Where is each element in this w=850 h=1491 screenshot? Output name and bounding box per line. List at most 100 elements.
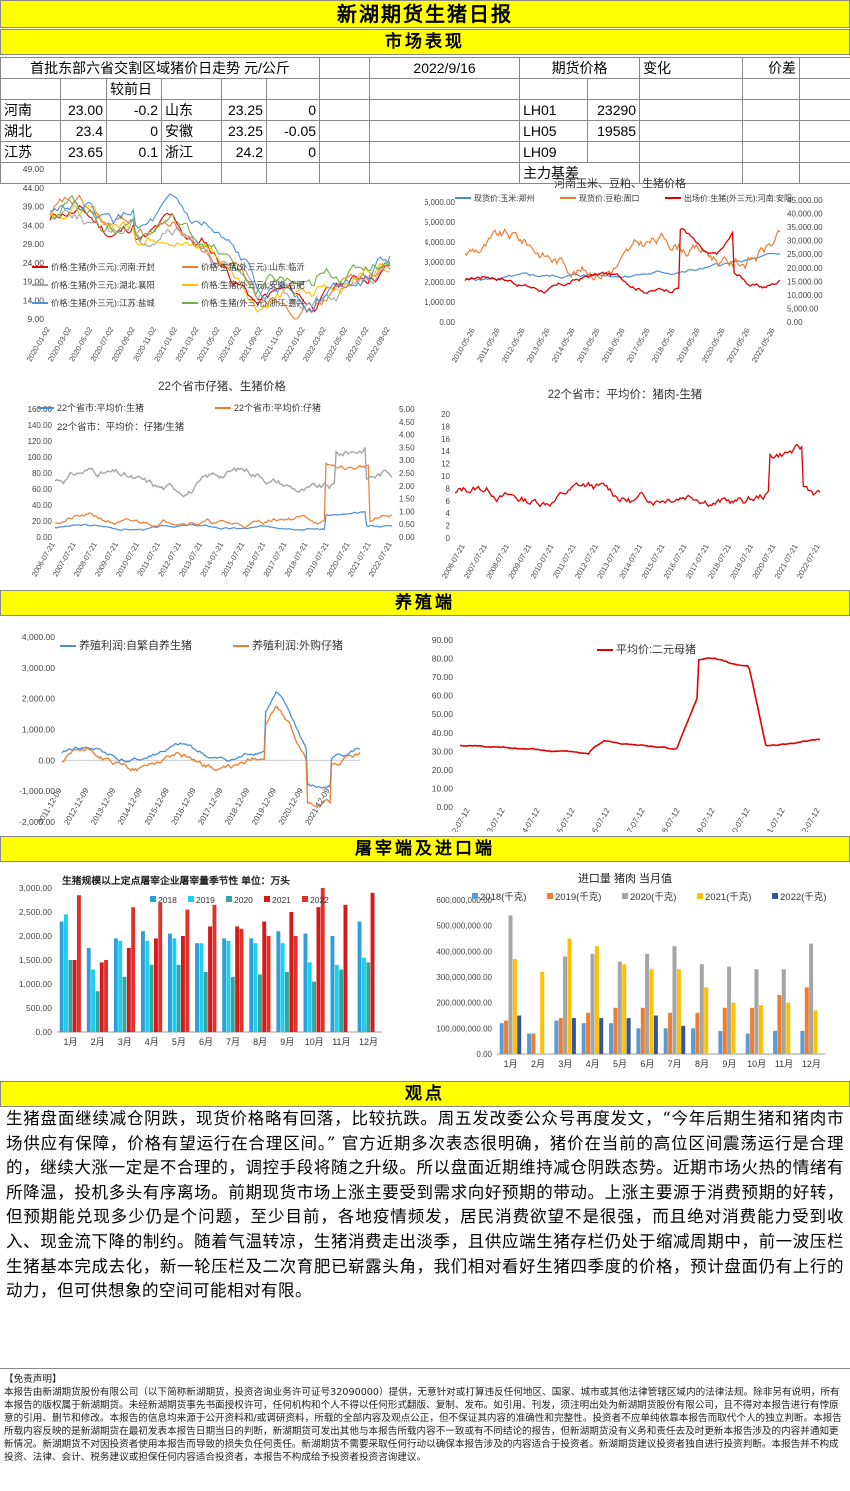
- bar-2018(千克)-10月: [745, 1033, 750, 1054]
- y-tick-label: 100,000,000.00: [436, 1024, 492, 1033]
- y-tick-label: 0.00: [35, 1027, 52, 1037]
- chart-sow-price: 90.00 80.00 70.00 60.00 50.00 40.00 30.00 20.00…: [425, 620, 850, 846]
- bar-2018-9月: [276, 931, 281, 1032]
- bar-2022(千克)-5月: [626, 1018, 631, 1054]
- bar-2019-12月: [362, 957, 366, 1032]
- y-tick-label-left: 5,000.00: [425, 218, 456, 227]
- y-tick-label-left: 100.00: [28, 453, 53, 462]
- bar-2022-4月: [158, 902, 163, 1032]
- bar-2022-1月: [77, 895, 81, 1032]
- chart-title: 河南玉米、豆粕、生猪价格: [554, 176, 686, 190]
- bar-2019(千克)-4月: [586, 1012, 591, 1054]
- disclaimer-title: 【免责声明】: [4, 1374, 62, 1385]
- series-line-5: [49, 194, 391, 298]
- x-tick-label: 9月: [722, 1059, 736, 1069]
- table-row: 湖北 23.4 0 安徽 23.25 -0.05 LH05 19585: [0, 120, 850, 142]
- bar-2018(千克)-1月: [499, 1023, 504, 1054]
- y-tick-label-left: 60.00: [32, 485, 53, 494]
- bar-2021-6月: [208, 926, 212, 1032]
- legend-entry: 价格:生猪(外三元):浙江:嘉兴: [201, 298, 305, 308]
- bar-2019(千克)-2月: [531, 1033, 536, 1054]
- y-tick-label: 19.00: [23, 277, 45, 287]
- disclaimer-body: 本报告由新湖期货股份有限公司（以下简称新湖期货，投资咨询业务许可证号320900…: [4, 1387, 842, 1463]
- y-tick-label-right: 40,000.00: [787, 210, 823, 219]
- legend-entry: 22个省市:平均价:生猪: [57, 402, 144, 413]
- x-tick-label: 12月: [802, 1059, 821, 1069]
- bar-2020(千克)-7月: [672, 946, 677, 1054]
- y-tick-label: 20.00: [432, 765, 454, 775]
- y-tick-label-right: 30,000.00: [787, 237, 823, 246]
- x-tick-label: 10月: [305, 1037, 324, 1047]
- y-tick-label: 14: [441, 447, 450, 456]
- bar-2020(千克)-8月: [699, 964, 704, 1054]
- x-tick-label: 2022-05-26: [750, 327, 777, 365]
- y-tick-label-right: 25,000.00: [787, 250, 823, 259]
- x-tick-label: 2016-07-12: [583, 806, 612, 832]
- legend-entry: 养殖利润:自繁自养生猪: [79, 638, 192, 652]
- y-tick-label-left: 120.00: [28, 437, 53, 446]
- x-tick-label: 2月: [91, 1037, 105, 1047]
- chart-pork-pig-spread-svg: 22个省市：平均价：猪肉-生猪201816141210864202006-07-…: [440, 387, 822, 580]
- bar-2020-3月: [122, 976, 127, 1032]
- bar-2021(千克)-11月: [786, 1002, 791, 1054]
- chart-title: 22个省市：平均价：猪肉-生猪: [548, 387, 703, 401]
- legend-entry: 2019: [196, 895, 215, 905]
- x-tick-label: 3月: [558, 1059, 572, 1069]
- legend-swatch: [472, 893, 478, 899]
- x-tick-label: 2012-05-26: [500, 327, 527, 365]
- x-tick-label: 2015-07-12: [548, 806, 577, 832]
- bar-2019(千克)-9月: [722, 1007, 727, 1054]
- x-tick-label: 2020-05-26: [700, 327, 727, 365]
- bar-2020(千克)-3月: [563, 956, 568, 1054]
- chart-pork-pig-spread: 22个省市：平均价：猪肉-生猪 20 18 16 14 12 10 8 6 4 2 0 2006-07-…: [425, 376, 850, 586]
- bar-2019(千克)-7月: [668, 1012, 673, 1054]
- x-tick-label: 2014-05-26: [550, 327, 577, 365]
- bar-2020(千克)-12月: [809, 943, 814, 1054]
- x-tick-label: 2016-12-09: [169, 786, 198, 826]
- bar-2018(千克)-9月: [718, 1030, 723, 1054]
- y-tick-label: 10.00: [432, 783, 454, 793]
- y-tick-label: 14.00: [23, 295, 45, 305]
- legend-swatch: [302, 896, 308, 902]
- x-tick-label: 2013-05-26: [525, 327, 552, 365]
- y-tick-label: 8: [446, 484, 451, 493]
- bar-2021(千克)-9月: [731, 1002, 736, 1054]
- y-tick-label-right: 4.50: [399, 418, 415, 427]
- legend-swatch: [188, 896, 194, 902]
- x-tick-label: 4月: [145, 1037, 159, 1047]
- y-tick-label-right: 3.00: [399, 456, 415, 465]
- chart-pork-import-svg: 进口量 猪肉 当月值 600,000,000.00 500,000,000.00 40…: [436, 871, 826, 1069]
- y-tick-label: -1,000.00: [19, 786, 55, 796]
- y-tick-label: 3,000.00: [22, 663, 55, 673]
- x-tick-label: 2018-07-12: [653, 806, 682, 832]
- x-tick-label: 1月: [504, 1059, 518, 1069]
- y-tick-label: 400,000,000.00: [436, 947, 492, 956]
- x-tick-label: 2011-05-26: [475, 327, 502, 364]
- x-tick-label: 2021-05-26: [725, 327, 752, 365]
- y-tick-label-left: 4,000.00: [425, 238, 456, 247]
- y-tick-label: 1,000.00: [19, 979, 52, 989]
- bar-2018-4月: [141, 931, 145, 1032]
- x-tick-label: 9月: [280, 1037, 294, 1047]
- y-tick-label-right: 5,000.00: [787, 304, 819, 313]
- legend-swatch: [547, 893, 553, 899]
- bar-2019-10月: [307, 962, 312, 1032]
- legend-swatch: [772, 893, 778, 899]
- y-tick-label: 300,000,000.00: [436, 973, 492, 982]
- series-sow: [459, 657, 821, 755]
- x-tick-label: 2022-07-12: [793, 806, 822, 832]
- y-tick-label-left: 6,000.00: [425, 198, 456, 207]
- y-tick-label-right: 0.50: [399, 520, 415, 529]
- bar-2021-8月: [262, 921, 267, 1032]
- series-line-4: [49, 193, 391, 313]
- chart-piglet-pig-price: 22个省市仔猪、生猪价格 160.00 140.00 120.00 100.00 80.0…: [0, 376, 425, 586]
- bar-2022-10月: [320, 888, 325, 1032]
- y-tick-label: 2,000.00: [19, 931, 52, 941]
- y-tick-label-right: 4.00: [399, 431, 415, 440]
- y-tick-label: 0.00: [476, 1050, 492, 1059]
- y-tick-label: 40.00: [432, 728, 454, 738]
- bar-2018-11月: [330, 936, 335, 1032]
- bar-2022-8月: [266, 936, 271, 1032]
- legend-entry: 2020: [234, 895, 253, 905]
- series-ratio: [54, 447, 393, 498]
